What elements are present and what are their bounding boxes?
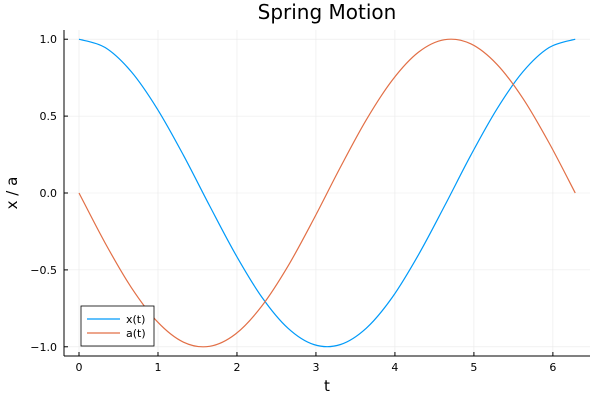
x-tick-label: 4 — [391, 361, 398, 374]
series-line-xt — [78, 38, 576, 348]
y-tick-label: 1.0 — [40, 33, 58, 46]
x-tick-label: 5 — [470, 361, 477, 374]
x-axis-title: t — [324, 377, 330, 395]
legend-label: a(t) — [126, 327, 146, 340]
chart-title: Spring Motion — [258, 0, 397, 24]
x-tick-label: 1 — [154, 361, 161, 374]
x-tick-label: 6 — [549, 361, 556, 374]
x-tick-label: 3 — [312, 361, 319, 374]
series-layer — [78, 38, 576, 348]
y-tick-label: −0.5 — [30, 264, 57, 277]
y-axis-title: x / a — [3, 177, 21, 210]
legend-label: x(t) — [126, 313, 145, 326]
y-tick-label: 0.5 — [40, 110, 58, 123]
x-tick-label: 0 — [76, 361, 83, 374]
legend-box — [80, 305, 155, 347]
series-line-at — [78, 38, 576, 348]
x-tick-label: 2 — [233, 361, 240, 374]
y-tick-label: 0.0 — [40, 187, 58, 200]
ticks: 0 1 2 3 4 5 6 −1.0 −0.5 0.0 0.5 1.0 — [30, 33, 556, 374]
legend: x(t)a(t) — [80, 305, 155, 347]
y-tick-label: −1.0 — [30, 341, 57, 354]
